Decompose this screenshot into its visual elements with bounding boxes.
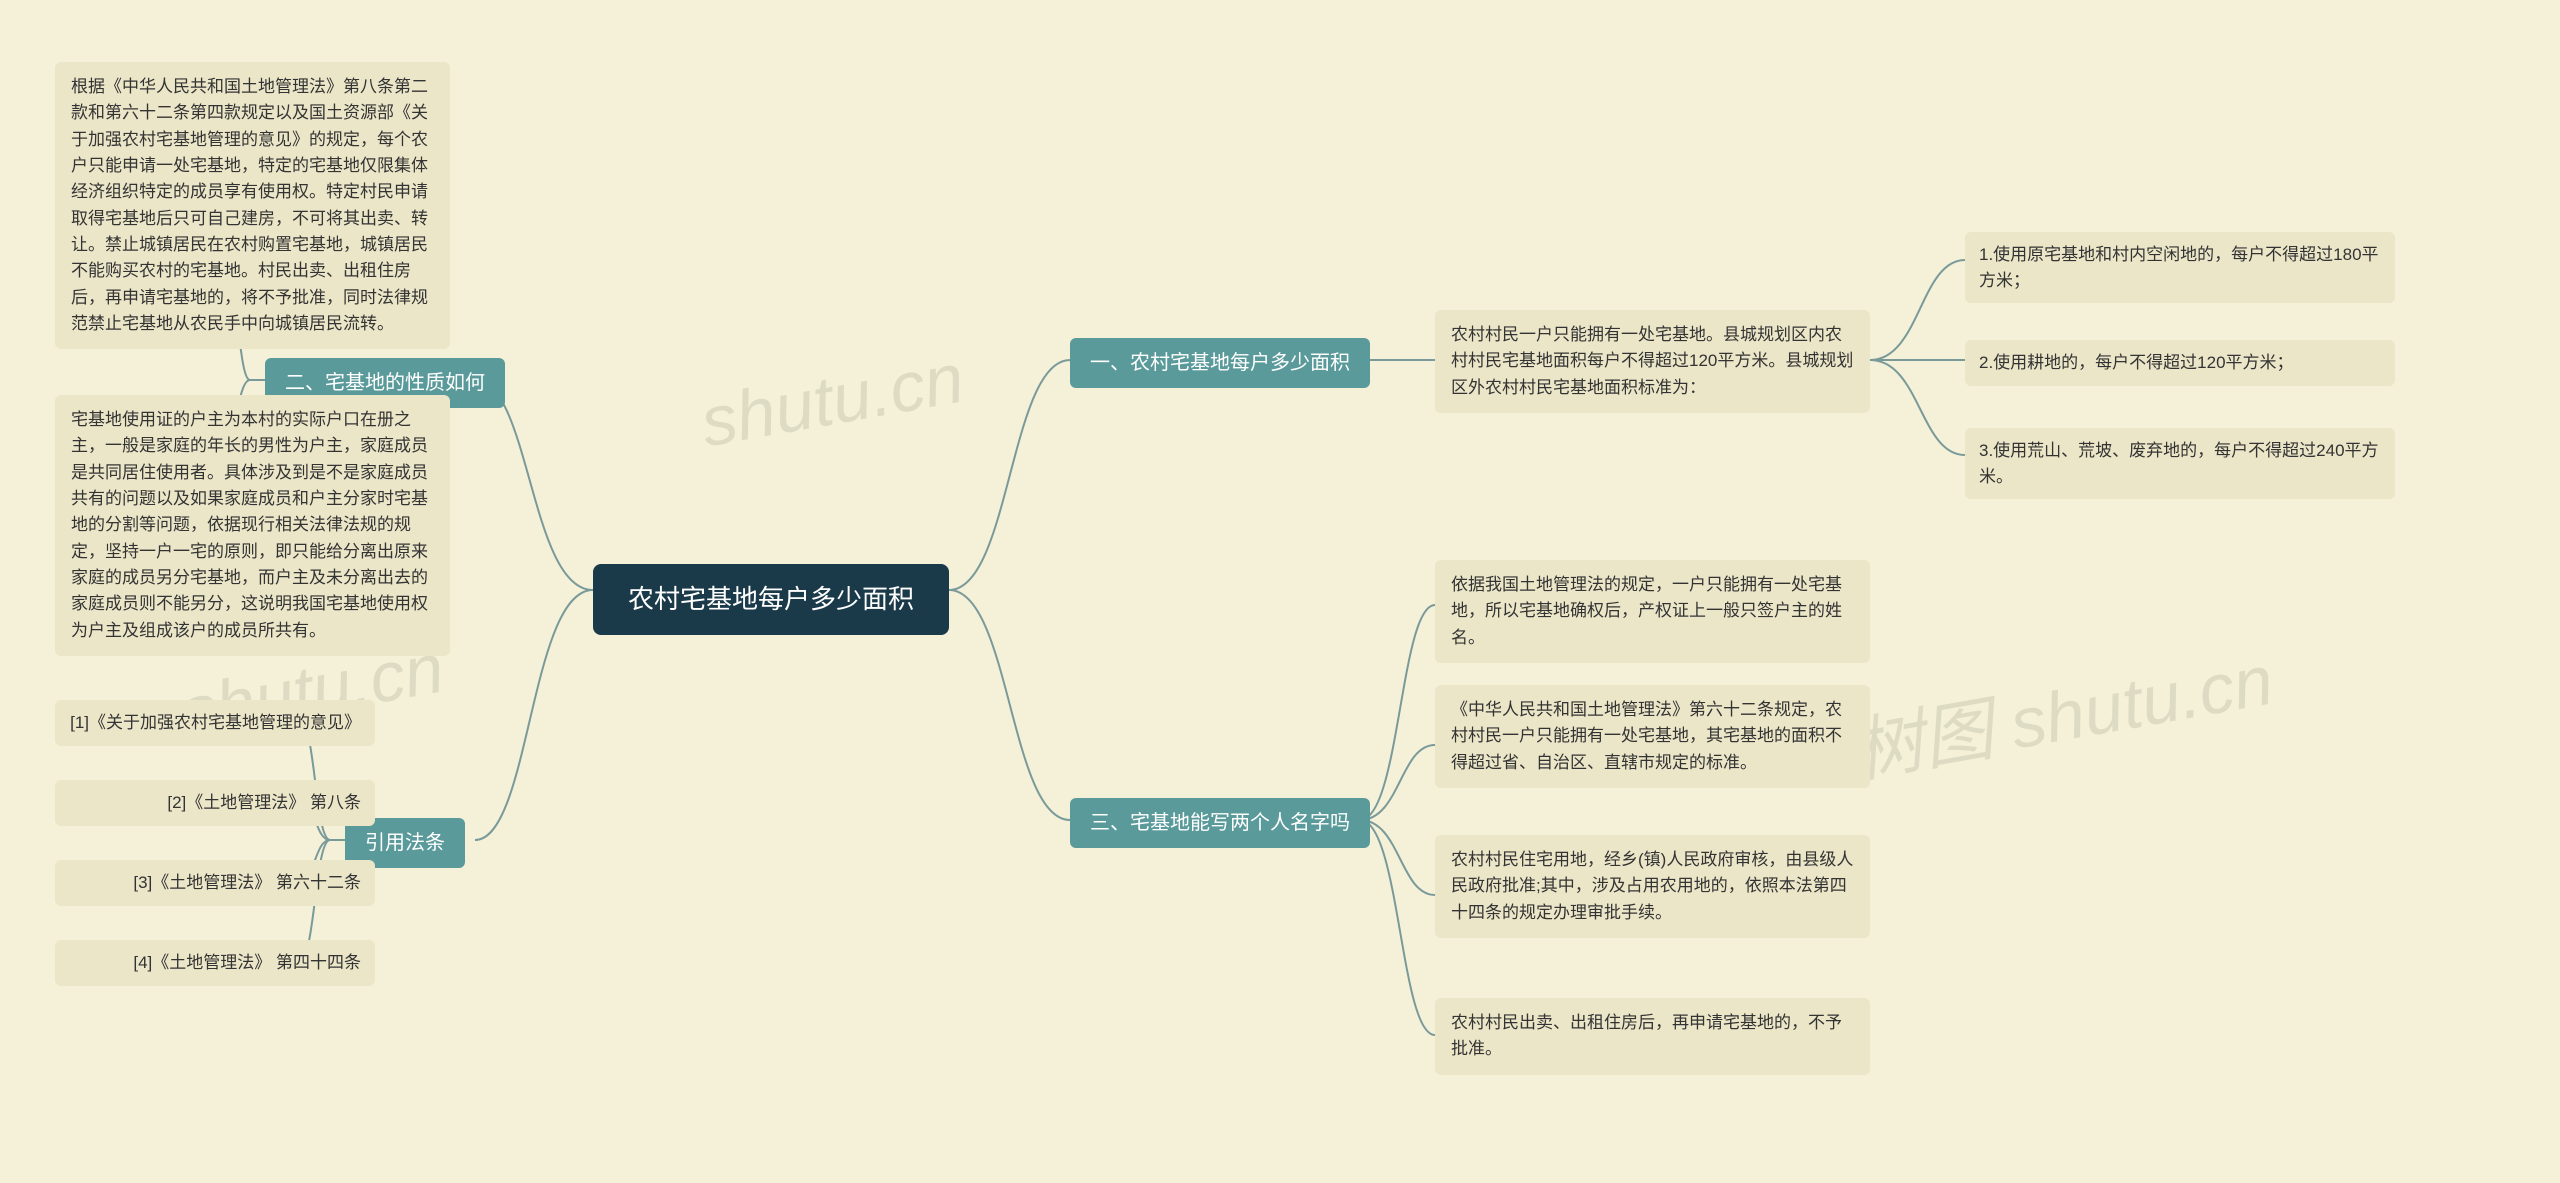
leaf-b2-1: 根据《中华人民共和国土地管理法》第八条第二款和第六十二条第四款规定以及国土资源部… xyxy=(55,62,450,349)
leaf-b3-2: 《中华人民共和国土地管理法》第六十二条规定，农村村民一户只能拥有一处宅基地，其宅… xyxy=(1435,685,1870,788)
leaf-b1-intro: 农村村民一户只能拥有一处宅基地。县城规划区内农村村民宅基地面积每户不得超过120… xyxy=(1435,310,1870,413)
watermark: shutu.cn xyxy=(695,338,969,463)
leaf-ref-2: [2]《土地管理法》 第八条 xyxy=(55,780,375,826)
leaf-b2-2: 宅基地使用证的户主为本村的实际户口在册之主，一般是家庭的年长的男性为户主，家庭成… xyxy=(55,395,450,656)
leaf-ref-4: [4]《土地管理法》 第四十四条 xyxy=(55,940,375,986)
branch-section-1[interactable]: 一、农村宅基地每户多少面积 xyxy=(1070,338,1370,388)
leaf-b3-4: 农村村民出卖、出租住房后，再申请宅基地的，不予批准。 xyxy=(1435,998,1870,1075)
leaf-ref-1: [1]《关于加强农村宅基地管理的意见》 xyxy=(55,700,375,746)
leaf-b3-3: 农村村民住宅用地，经乡(镇)人民政府审核，由县级人民政府批准;其中，涉及占用农用… xyxy=(1435,835,1870,938)
branch-section-3[interactable]: 三、宅基地能写两个人名字吗 xyxy=(1070,798,1370,848)
leaf-b1-sub-3: 3.使用荒山、荒坡、废弃地的，每户不得超过240平方米。 xyxy=(1965,428,2395,499)
leaf-b1-sub-1: 1.使用原宅基地和村内空闲地的，每户不得超过180平方米； xyxy=(1965,232,2395,303)
leaf-b3-1: 依据我国土地管理法的规定，一户只能拥有一处宅基地，所以宅基地确权后，产权证上一般… xyxy=(1435,560,1870,663)
leaf-b1-sub-2: 2.使用耕地的，每户不得超过120平方米； xyxy=(1965,340,2395,386)
root-node[interactable]: 农村宅基地每户多少面积 xyxy=(593,564,949,635)
watermark: 树图 shutu.cn xyxy=(1844,624,2279,797)
leaf-ref-3: [3]《土地管理法》 第六十二条 xyxy=(55,860,375,906)
